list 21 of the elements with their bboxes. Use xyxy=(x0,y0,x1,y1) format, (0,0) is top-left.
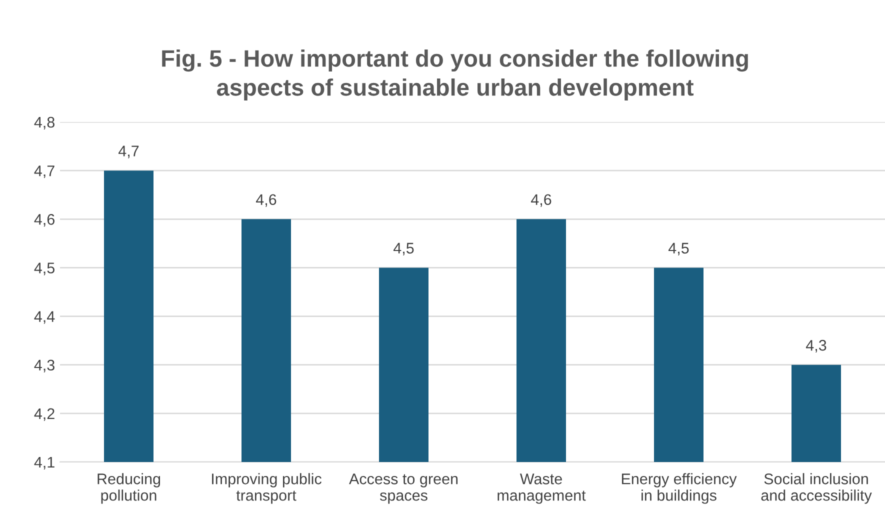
y-tick-label: 4,1 xyxy=(34,457,54,470)
data-label: 4,5 xyxy=(393,242,414,256)
x-tick-label: Reducing pollution xyxy=(98,473,160,504)
data-label: 4,3 xyxy=(806,340,826,353)
x-tick-label: Improving public transport xyxy=(212,473,322,504)
x-tick-label: Access to green spaces xyxy=(349,474,458,504)
y-tick-label: 4,5 xyxy=(34,262,54,276)
y-tick-label: 4,6 xyxy=(34,214,54,227)
y-tick-label: 4,8 xyxy=(34,116,54,130)
y-tick-label: 4,4 xyxy=(34,311,55,324)
x-tick-label: Waste management xyxy=(498,474,586,504)
data-label: 4,7 xyxy=(118,146,139,158)
x-tick-label: Energy efficiency in buildings xyxy=(622,473,737,504)
y-tick-label: 4,3 xyxy=(34,360,54,372)
chart-title: Fig. 5 - How important do you consider the following aspects of sustainable urban development xyxy=(162,50,748,100)
data-label: 4,6 xyxy=(530,194,552,207)
y-tick-label: 4,2 xyxy=(34,408,54,421)
x-tick-label: Social inclusion and accessibility xyxy=(761,473,872,504)
data-label: 4,5 xyxy=(668,242,689,256)
y-tick-label: 4,7 xyxy=(34,166,54,178)
data-label: 4,6 xyxy=(256,194,276,207)
